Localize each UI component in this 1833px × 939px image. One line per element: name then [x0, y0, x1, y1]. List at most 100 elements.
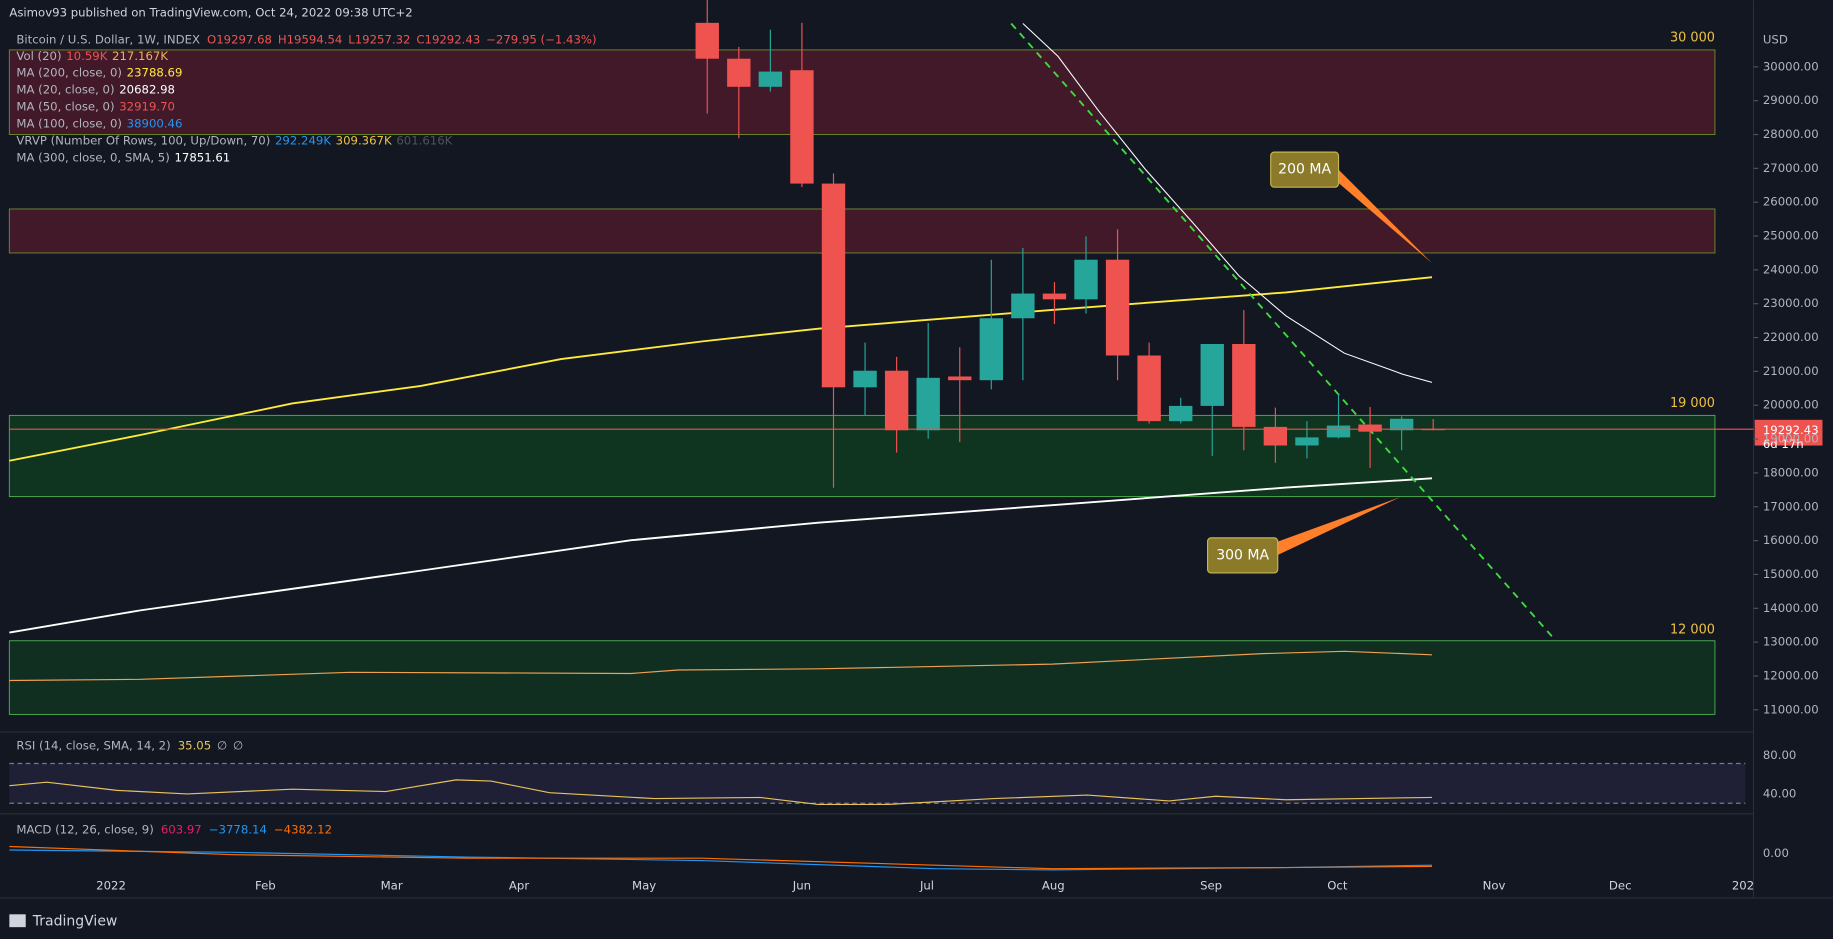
y-tick-label: 30000.00: [1763, 59, 1819, 73]
volume-ma: [9, 650, 1433, 682]
rsi-tick: 80.00: [1763, 748, 1796, 762]
candle-body: [1389, 418, 1414, 431]
indicator-value: 309.367K: [336, 134, 392, 148]
macd-title: MACD (12, 26, close, 9): [16, 823, 153, 837]
indicator-name: MA (300, close, 0, SMA, 5): [16, 150, 169, 164]
y-tick-label: 27000.00: [1763, 161, 1819, 175]
y-tick-label: 19000.00: [1763, 432, 1819, 446]
y-tick-label: 28000.00: [1763, 127, 1819, 141]
quote: H19594.54: [278, 32, 343, 46]
candle-body: [884, 370, 909, 431]
candle-body: [1358, 424, 1382, 432]
candle-body: [979, 318, 1004, 381]
annotation-arrow: [1332, 163, 1433, 264]
indicator-value: 20682.98: [119, 83, 175, 97]
last-price: 19292.43: [1763, 423, 1819, 437]
y-unit: USD: [1763, 32, 1788, 46]
y-tick-label: 18000.00: [1763, 465, 1819, 479]
x-tick-label: Mar: [381, 879, 403, 893]
y-tick-label: 22000.00: [1763, 330, 1819, 344]
x-tick-label: Dec: [1609, 879, 1632, 893]
candle-body: [1105, 259, 1130, 356]
y-tick-label: 26000.00: [1763, 195, 1819, 209]
candle-body: [1074, 259, 1098, 300]
rsi-band: [9, 763, 1746, 804]
header: Asimov93 published on TradingView.com, O…: [9, 6, 412, 20]
x-tick-label: Feb: [255, 879, 276, 893]
macd-value: 603.97: [161, 823, 202, 837]
x-tick-label: Sep: [1200, 879, 1222, 893]
x-tick-label: Jul: [919, 879, 934, 893]
zone-label: 19 000: [1670, 396, 1715, 411]
x-tick-label: May: [632, 879, 656, 893]
candle-body: [758, 71, 783, 87]
candle-body: [916, 377, 940, 431]
y-tick-label: 29000.00: [1763, 93, 1819, 107]
last-price-tag: [1754, 419, 1823, 446]
candle-body: [853, 370, 877, 388]
candle-body: [695, 22, 719, 59]
y-tick-label: 16000.00: [1763, 533, 1819, 547]
indicator-value: 32919.70: [119, 100, 175, 114]
zone: [8, 208, 1716, 254]
logo: [9, 914, 26, 928]
annotation-box: [1206, 537, 1279, 574]
y-tick-label: 17000.00: [1763, 499, 1819, 513]
y-tick-label: 12000.00: [1763, 668, 1819, 682]
indicator-name: MA (100, close, 0): [16, 117, 122, 131]
indicator-name: VRVP (Number Of Rows, 100, Up/Down, 70): [16, 134, 270, 148]
rsi-tick: 40.00: [1763, 786, 1796, 800]
candle-body: [790, 70, 814, 184]
x-tick-label: Jun: [792, 879, 811, 893]
zone-label: 12 000: [1670, 623, 1715, 638]
macd-value: −4382.12: [274, 823, 332, 837]
x-tick-label: 202: [1732, 879, 1754, 893]
indicator-value: 23788.69: [127, 66, 183, 80]
candle-body: [1295, 437, 1319, 446]
footer: TradingView: [32, 913, 118, 929]
y-tick-label: 20000.00: [1763, 398, 1819, 412]
signal-line: [9, 845, 1433, 870]
annotation: 300 MA: [1216, 547, 1269, 563]
y-tick-label: 13000.00: [1763, 635, 1819, 649]
x-tick-label: 2022: [96, 879, 126, 893]
indicator-name: MA (20, close, 0): [16, 83, 114, 97]
countdown: 6d 17h: [1763, 437, 1804, 451]
indicator-value: 292.249K: [275, 134, 331, 148]
candle-body: [1011, 293, 1035, 319]
zone: [8, 49, 1716, 135]
chart-title: Bitcoin / U.S. Dollar, 1W, INDEX: [16, 32, 200, 46]
indicator-name: MA (50, close, 0): [16, 100, 114, 114]
quote: L19257.32: [348, 32, 410, 46]
x-tick-label: Apr: [509, 879, 529, 893]
candle-body: [1042, 293, 1067, 300]
candle-body: [1169, 405, 1193, 422]
ma-300: [9, 477, 1433, 634]
trend-line: [1010, 22, 1556, 641]
indicator-value: 601.616K: [396, 134, 452, 148]
rsi-value: ∅: [233, 738, 243, 752]
indicator-value: 10.59K: [66, 49, 107, 63]
candle-body: [1232, 343, 1256, 427]
y-tick-label: 11000.00: [1763, 702, 1819, 716]
ma-20: [1022, 23, 1433, 383]
candle-body: [1326, 425, 1351, 438]
y-tick-label: 25000.00: [1763, 229, 1819, 243]
x-tick-label: Aug: [1042, 879, 1065, 893]
zone-label: 30 000: [1670, 31, 1715, 46]
candle-body: [1263, 426, 1288, 446]
x-tick-label: Nov: [1483, 879, 1506, 893]
macd-value: −3778.14: [209, 823, 267, 837]
y-tick-label: 23000.00: [1763, 296, 1819, 310]
candle-body: [821, 183, 846, 388]
rsi-value: ∅: [217, 738, 227, 752]
rsi-value: 35.05: [178, 738, 211, 752]
candle-body: [727, 58, 751, 87]
volume-zone: [8, 640, 1716, 715]
ma-200: [9, 276, 1433, 462]
rsi-line: [9, 779, 1433, 806]
candle-body: [1137, 355, 1161, 422]
indicator-name: MA (200, close, 0): [16, 66, 122, 80]
